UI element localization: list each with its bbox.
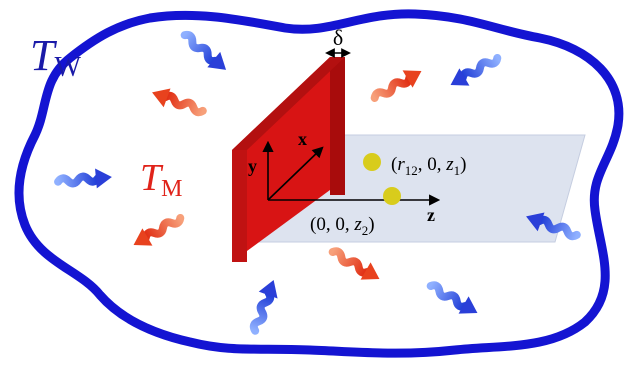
axis-z-label: z xyxy=(427,205,435,225)
blue-wave-bottom-left xyxy=(249,280,278,335)
wall-temperature-label: TW xyxy=(30,31,81,83)
point-1-label: (r12, 0, z1) xyxy=(391,154,466,178)
plate-front xyxy=(232,57,330,262)
red-wave-bottom xyxy=(328,247,380,280)
blue-wave-left xyxy=(54,168,112,189)
axis-y-label: y xyxy=(248,156,257,176)
medium-temperature-label: TM xyxy=(140,157,182,202)
red-wave-left xyxy=(133,214,185,246)
plate-side xyxy=(330,57,345,195)
axis-x-label: x xyxy=(298,129,307,149)
plate-edge xyxy=(232,150,247,262)
blue-wave-top-right xyxy=(450,54,502,86)
red-wave-top-left xyxy=(152,88,207,117)
point-1-marker xyxy=(363,153,381,171)
point-2-label: (0, 0, z2) xyxy=(310,214,375,238)
axis-x-line xyxy=(267,146,324,201)
plate-top xyxy=(232,57,345,150)
delta-label: δ xyxy=(333,25,343,50)
blue-wave-bottom-right xyxy=(426,281,478,314)
blue-wave-top-left xyxy=(180,30,227,70)
red-wave-top-right xyxy=(370,70,422,102)
blue-wave-right xyxy=(526,212,581,241)
enclosure-wall xyxy=(14,9,624,358)
point-2-marker xyxy=(383,187,401,205)
